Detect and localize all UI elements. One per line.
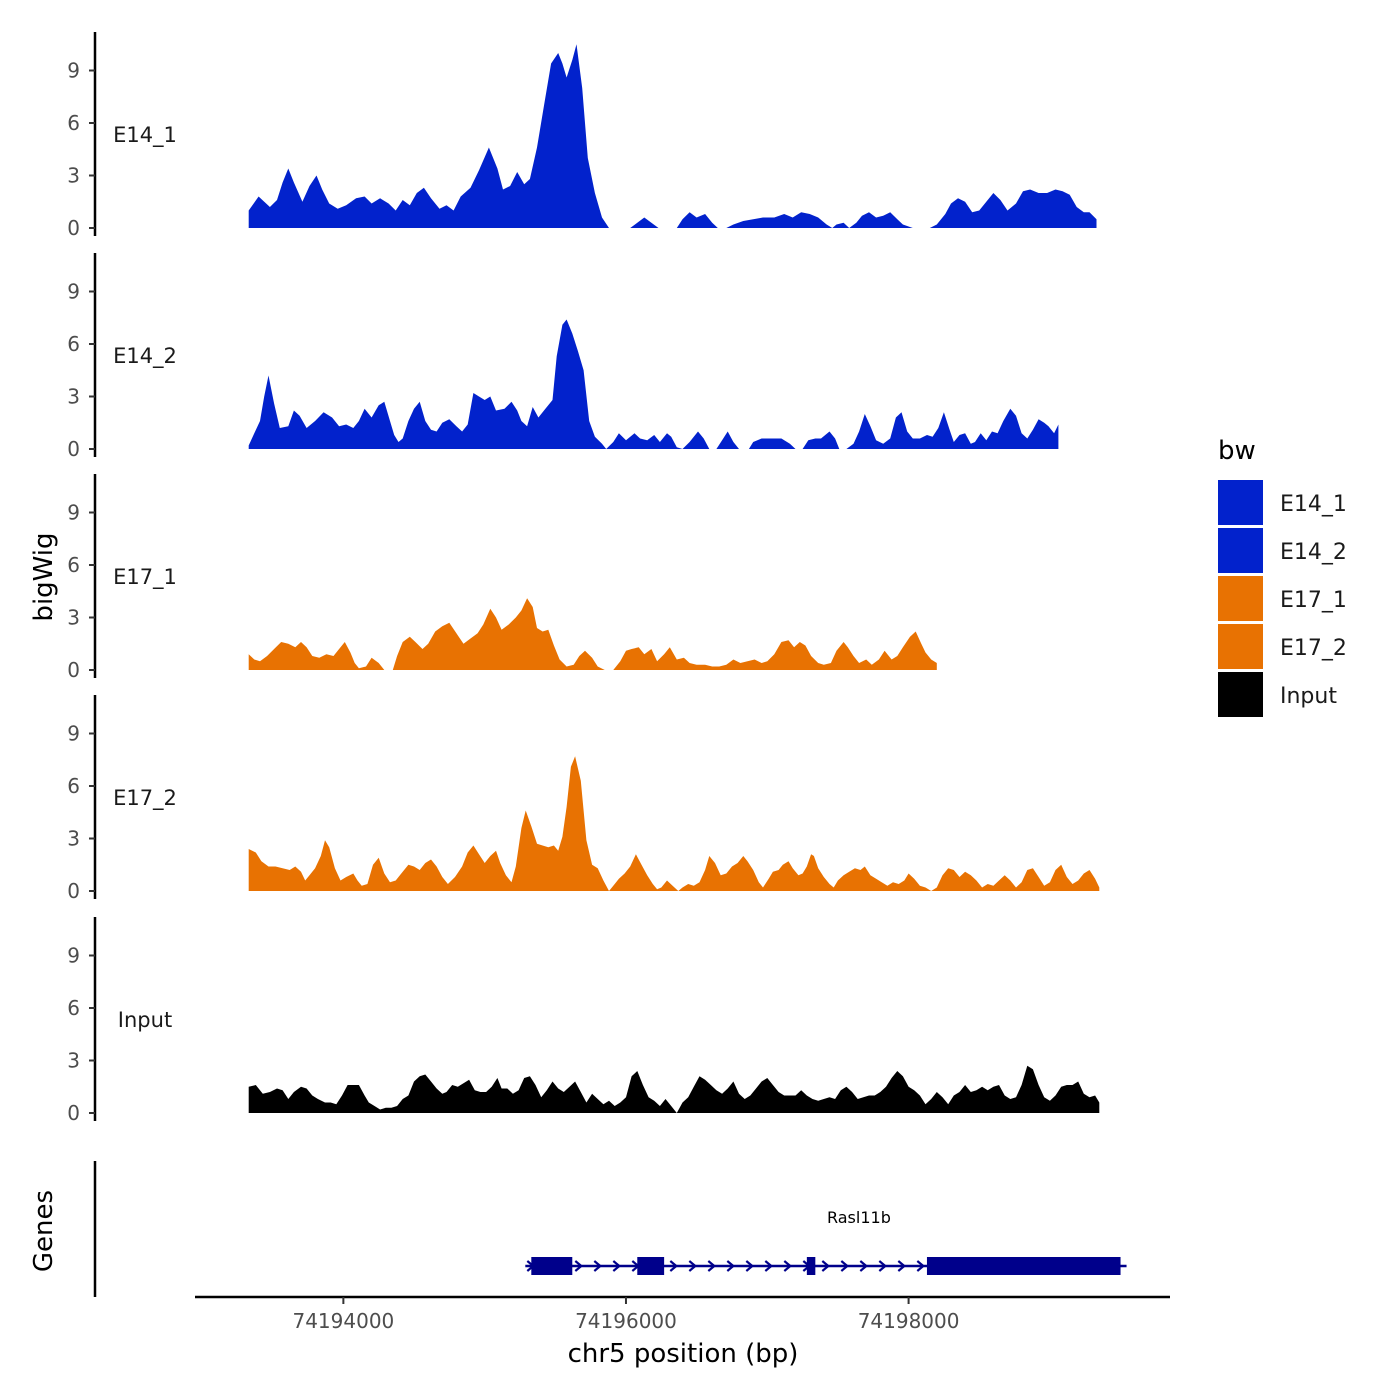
strand-arrow: [916, 1260, 926, 1272]
track-E14_2: 0 3 6 9 E14_2: [67, 253, 1059, 461]
strand-arrow: [707, 1260, 717, 1272]
y-tick-label: 3: [67, 385, 80, 409]
legend-swatch: [1218, 528, 1263, 573]
legend-swatch: [1218, 480, 1263, 525]
y-tick-label: 0: [67, 216, 80, 240]
strand-arrow: [783, 1260, 793, 1272]
strand-arrow: [859, 1260, 869, 1272]
exon-block: [531, 1257, 573, 1275]
y-tick-label: 6: [67, 996, 80, 1020]
strand-arrow: [840, 1260, 850, 1272]
strand-arrow: [821, 1260, 831, 1272]
y-tick-label: 3: [67, 164, 80, 188]
track-label: E17_1: [113, 565, 177, 590]
y-tick-label: 0: [67, 658, 80, 682]
strand-arrow: [764, 1260, 774, 1272]
area-E17_1: [248, 598, 937, 670]
x-tick-label: 74196000: [575, 1309, 677, 1333]
y-tick-label: 0: [67, 879, 80, 903]
gene-Rasl11b: Rasl11b: [525, 1208, 1127, 1275]
x-axis-title: chr5 position (bp): [568, 1339, 799, 1369]
legend-label: E14_1: [1280, 492, 1347, 517]
track-E17_2: 0 3 6 9 E17_2: [67, 695, 1100, 903]
y-tick-label: 0: [67, 437, 80, 461]
gene-label: Rasl11b: [827, 1208, 891, 1227]
exon-block: [926, 1257, 1121, 1275]
legend-label: Input: [1280, 684, 1337, 709]
legend-title: bw: [1218, 436, 1256, 466]
track-Input: 0 3 6 9 Input: [67, 917, 1100, 1125]
y-tick-label: 9: [67, 944, 80, 968]
track-E14_1: 0 3 6 9 E14_1: [67, 32, 1097, 240]
y-axis-title: bigWig: [29, 532, 59, 621]
strand-arrow: [574, 1260, 584, 1272]
y-tick-label: 3: [67, 1049, 80, 1073]
x-axis: 74194000 74196000 74198000: [195, 1295, 1170, 1333]
area-E14_2: [248, 319, 1059, 449]
x-tick-label: 74194000: [292, 1309, 394, 1333]
legend-swatch: [1218, 672, 1263, 717]
strand-arrow: [878, 1260, 888, 1272]
strand-arrow: [745, 1260, 755, 1272]
y-tick-label: 9: [67, 59, 80, 83]
legend-label: E14_2: [1280, 540, 1347, 565]
y-tick-label: 6: [67, 111, 80, 135]
y-tick-label: 6: [67, 774, 80, 798]
legend-swatch: [1218, 624, 1263, 669]
y-tick-label: 9: [67, 722, 80, 746]
legend-label: E17_2: [1280, 636, 1347, 661]
area-E17_2: [248, 756, 1100, 891]
y-tick-label: 9: [67, 280, 80, 304]
y-tick-label: 3: [67, 606, 80, 630]
track-label: E17_2: [113, 786, 177, 811]
exon-block: [806, 1257, 816, 1275]
strand-arrow: [669, 1260, 679, 1272]
strand-arrow: [612, 1260, 622, 1272]
legend-label: E17_1: [1280, 588, 1347, 613]
gene-track-title: Genes: [29, 1190, 59, 1272]
track-E17_1: 0 3 6 9 E17_1: [67, 474, 937, 682]
legend: bw E14_1 E14_2 E17_1 E17_2 Input: [1218, 436, 1347, 717]
track-label: E14_2: [113, 344, 177, 369]
y-tick-label: 6: [67, 553, 80, 577]
x-tick-label: 74198000: [858, 1309, 960, 1333]
y-tick-label: 6: [67, 332, 80, 356]
coverage-tracks: 0 3 6 9 E14_1 0 3 6 9 E14_2 0 3 6 9 E17_1 0 3 6 9 E17_2 0 3 6 9…: [67, 32, 1100, 1125]
exon-block: [637, 1257, 665, 1275]
y-tick-label: 0: [67, 1101, 80, 1125]
y-tick-label: 3: [67, 827, 80, 851]
area-E14_1: [248, 44, 1097, 229]
strand-arrow: [593, 1260, 603, 1272]
area-Input: [248, 1065, 1100, 1113]
strand-arrow: [726, 1260, 736, 1272]
strand-arrow: [688, 1260, 698, 1272]
track-label: E14_1: [113, 123, 177, 148]
y-tick-label: 9: [67, 501, 80, 525]
gene-track: Rasl11b: [93, 1161, 1127, 1297]
legend-swatch: [1218, 576, 1263, 621]
track-label: Input: [118, 1008, 172, 1032]
strand-arrow: [897, 1260, 907, 1272]
